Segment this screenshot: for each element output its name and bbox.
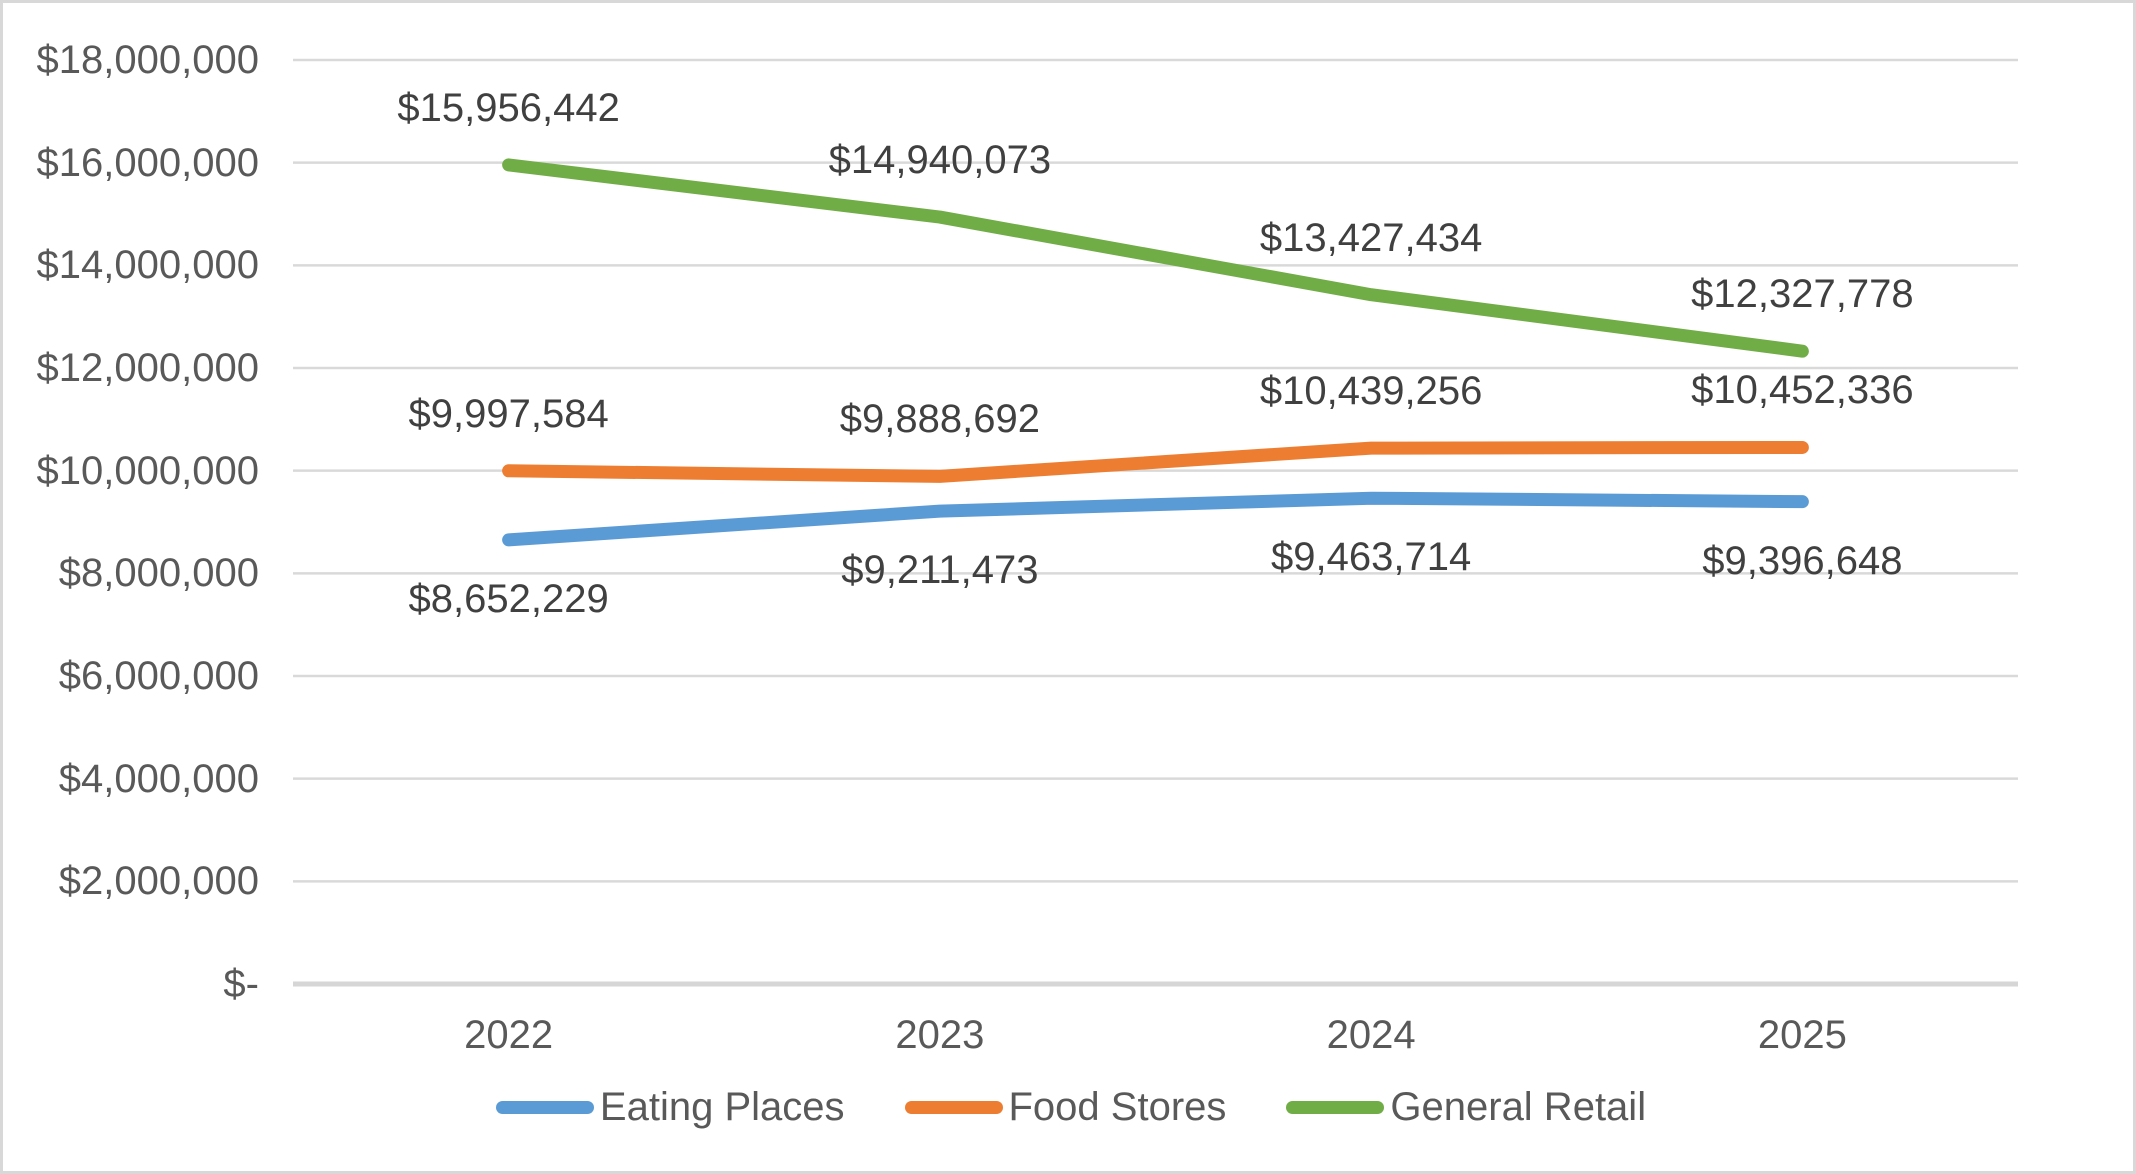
legend-item-general-retail: General Retail [1286, 1085, 1646, 1130]
data-label-eating-places-2023: $9,211,473 [841, 548, 1039, 593]
y-axis-tick-label: $18,000,000 [36, 38, 259, 82]
data-label-general-retail-2024: $13,427,434 [1259, 215, 1483, 260]
data-label-food-stores-2022: $9,997,584 [408, 391, 609, 436]
data-label-general-retail-2025: $12,327,778 [1691, 272, 1914, 317]
data-label-food-stores-2023: $9,888,692 [839, 397, 1040, 442]
y-axis-tick-label: $12,000,000 [36, 346, 259, 390]
plot-area [293, 58, 2018, 987]
legend-swatch-food-stores [904, 1101, 1003, 1114]
legend-label-food-stores: Food Stores [1008, 1085, 1227, 1129]
x-axis-category-label: 2022 [464, 1013, 554, 1057]
series-line-general-retail [502, 158, 1809, 358]
y-axis-tick-label: $14,000,000 [36, 243, 259, 288]
y-axis-tick-label: $4,000,000 [58, 756, 259, 801]
data-label-food-stores-2025: $10,452,336 [1691, 368, 1914, 413]
y-axis-tick-label: $2,000,000 [58, 859, 259, 904]
legend: Eating Places Food Stores General Retail [3, 1085, 2133, 1130]
y-axis-tick-label: $10,000,000 [36, 448, 259, 493]
y-axis-tick-label: $- [223, 962, 259, 1006]
legend-swatch-eating-places [495, 1101, 594, 1114]
x-axis-category-label: 2023 [895, 1013, 985, 1057]
y-axis-tick-label: $16,000,000 [36, 140, 259, 185]
y-axis-tick-label: $8,000,000 [58, 551, 259, 596]
series-line-eating-places [502, 491, 1809, 547]
legend-label-general-retail: General Retail [1390, 1085, 1647, 1129]
data-label-general-retail-2022: $15,956,442 [397, 85, 620, 130]
legend-item-eating-places: Eating Places [495, 1085, 845, 1130]
data-label-eating-places-2022: $8,652,229 [408, 576, 609, 621]
series-line-food-stores [502, 440, 1809, 483]
data-label-eating-places-2024: $9,463,714 [1271, 535, 1472, 580]
x-axis-category-label: 2025 [1757, 1013, 1847, 1057]
legend-swatch-general-retail [1286, 1101, 1385, 1114]
legend-item-food-stores: Food Stores [904, 1085, 1227, 1130]
y-axis-tick-label: $6,000,000 [58, 654, 259, 698]
data-label-eating-places-2025: $9,396,648 [1702, 538, 1903, 583]
data-label-general-retail-2023: $14,940,073 [828, 138, 1052, 183]
x-axis-category-label: 2024 [1326, 1013, 1416, 1057]
data-label-food-stores-2024: $10,439,256 [1259, 369, 1483, 414]
legend-label-eating-places: Eating Places [599, 1085, 845, 1129]
